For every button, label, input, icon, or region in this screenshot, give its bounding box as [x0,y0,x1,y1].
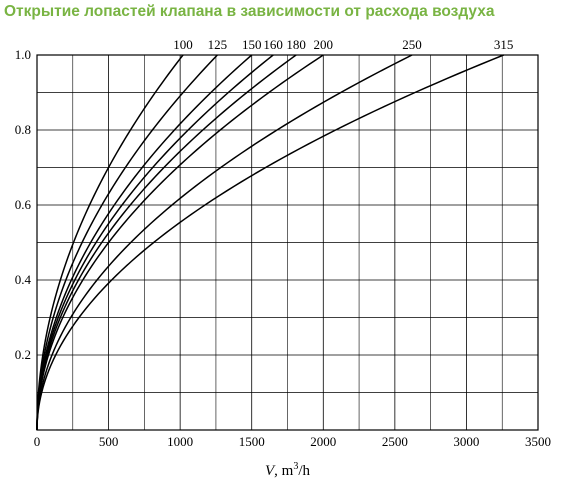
x-axis-title-symbol: V [265,463,276,479]
x-axis-title: V, m3/h [265,461,311,479]
x-tick-label: 3000 [453,434,479,449]
series-line-125 [36,54,218,431]
x-tick-label: 2000 [310,434,336,449]
y-tick-label: 0.4 [15,272,32,287]
y-tick-label: 0.6 [15,197,32,212]
series-label-160: 160 [263,37,283,52]
series-label-125: 125 [208,37,228,52]
grid-major [37,55,538,430]
series-line-100 [36,54,184,431]
series-label-150: 150 [242,37,262,52]
series-labels: 100 125 150 160 180 200 250 315 [173,37,513,52]
x-tick-label: 3500 [525,434,551,449]
series-label-100: 100 [173,37,193,52]
series-label-200: 200 [314,37,334,52]
series-line-200 [36,54,324,431]
y-tick-label: 0.2 [15,347,31,362]
series-label-250: 250 [402,37,422,52]
plot-frame [36,54,539,431]
series-label-180: 180 [286,37,306,52]
x-tick-label: 1500 [239,434,265,449]
series-label-315: 315 [494,37,514,52]
y-tick-label: 0.8 [15,122,31,137]
x-tick-label: 1000 [167,434,193,449]
x-axis-title-tail: /h [298,463,310,479]
x-tick-label: 0 [34,434,41,449]
series-line-315 [36,54,504,431]
x-tick-label: 2500 [382,434,408,449]
x-axis-title-exponent: 3 [293,461,298,472]
x-tick-label: 500 [99,434,119,449]
page-title: Открытие лопастей клапана в зависимости … [4,3,495,20]
series-line-250 [36,54,413,431]
y-tick-label: 1.0 [15,47,31,62]
y-tick-labels: 0.2 0.4 0.6 0.8 1.0 [15,47,32,362]
x-axis-title-unit: , m [274,463,294,479]
x-tick-labels: 0 500 1000 1500 2000 2500 3000 3500 [34,434,551,449]
series-lines [36,54,504,431]
